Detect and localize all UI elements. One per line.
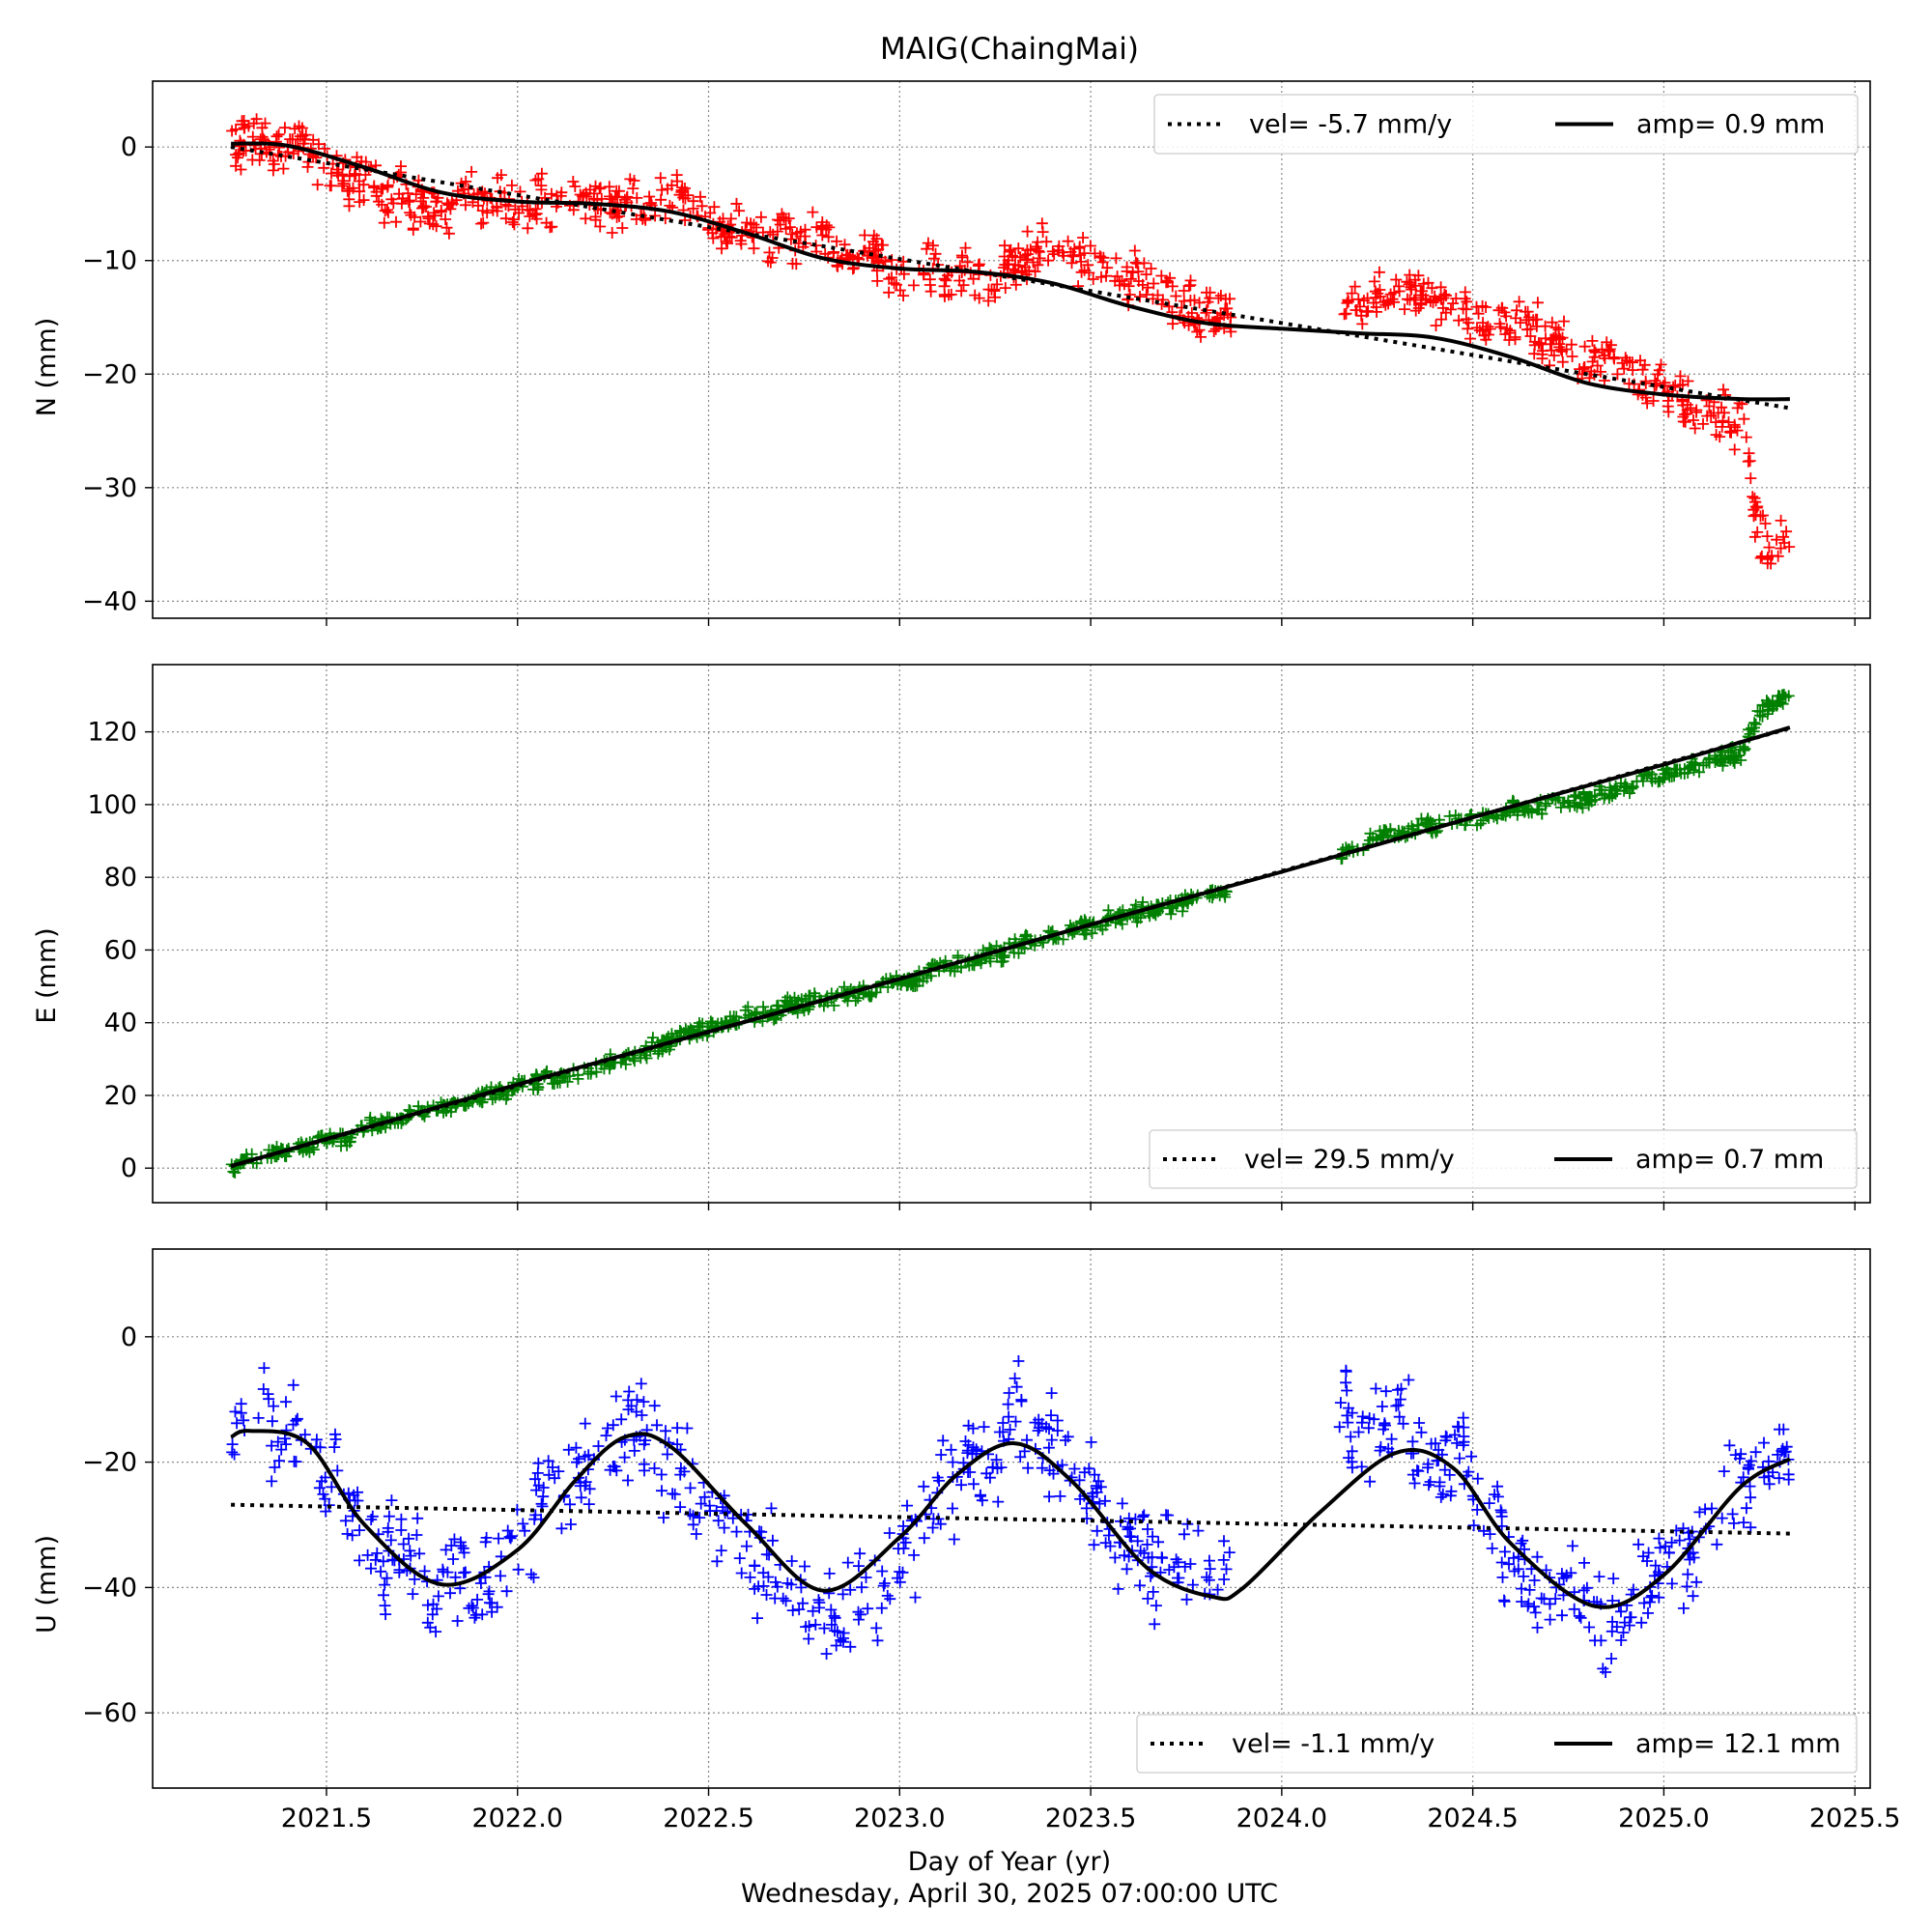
panel-north: N (mm) 0 −10 −20 −30 −40 vel= -5.7 mm/y amp=… <box>32 80 1871 626</box>
seasonal-fit-line <box>231 141 1790 402</box>
legend-velocity-label: vel= 29.5 mm/y <box>1244 1145 1455 1175</box>
x-tick-label: 2025.0 <box>1618 1804 1709 1833</box>
y-tick-label: 0 <box>121 132 137 162</box>
y-tick-label: 0 <box>121 1322 137 1352</box>
x-tick-label: 2024.5 <box>1427 1804 1518 1833</box>
y-tick-label: 20 <box>104 1081 137 1111</box>
panel-up: U (mm) 0 −20 −40 −60 2021.5 2022.0 2022.5 2023.… <box>32 1248 1900 1833</box>
legend-box <box>1136 1714 1858 1774</box>
y-tick-label: 100 <box>87 790 137 820</box>
x-tick-label: 2023.0 <box>854 1804 945 1833</box>
x-tick-label: 2022.5 <box>663 1804 753 1833</box>
y-tick-label: 120 <box>87 718 137 748</box>
data-point-markers <box>225 689 1795 1179</box>
y-axis-label-north: N (mm) <box>32 318 62 416</box>
timestamp-footer: Wednesday, April 30, 2025 07:00:00 UTC <box>741 1879 1278 1909</box>
y-tick-label: −10 <box>82 246 137 276</box>
x-axis-label: Day of Year (yr) <box>908 1847 1111 1877</box>
y-axis-label-east: E (mm) <box>32 927 62 1023</box>
y-tick-label: 0 <box>121 1153 137 1183</box>
plot-frame <box>152 1248 1871 1789</box>
y-tick-label: −40 <box>82 1573 137 1603</box>
plot-frame <box>152 80 1871 619</box>
y-tick-label: −20 <box>82 1448 137 1478</box>
legend-amplitude-label: amp= 0.9 mm <box>1636 110 1825 140</box>
panel-east: E (mm) 0 20 40 60 80 100 120 vel= 29.5 mm/y am… <box>32 664 1871 1210</box>
data-point-markers <box>226 113 1796 570</box>
legend-velocity-label: vel= -5.7 mm/y <box>1249 110 1452 140</box>
x-tick-label: 2023.5 <box>1045 1804 1136 1833</box>
plot-frame <box>152 664 1871 1204</box>
y-tick-label: 60 <box>104 935 137 965</box>
legend-amplitude-label: amp= 12.1 mm <box>1635 1729 1841 1759</box>
legend-north: vel= -5.7 mm/y amp= 0.9 mm <box>1153 94 1859 155</box>
data-point-markers <box>226 1355 1795 1678</box>
x-tick-label: 2024.0 <box>1236 1804 1327 1833</box>
legend-velocity-label: vel= -1.1 mm/y <box>1232 1729 1435 1759</box>
legend-box <box>1149 1129 1858 1189</box>
seasonal-fit-line <box>230 1429 1791 1609</box>
seasonal-fit-line <box>230 725 1791 1168</box>
velocity-fit-line <box>231 1502 1790 1536</box>
legend-up: vel= -1.1 mm/y amp= 12.1 mm <box>1136 1714 1858 1774</box>
x-tick-label: 2022.0 <box>472 1804 563 1833</box>
legend-east: vel= 29.5 mm/y amp= 0.7 mm <box>1149 1129 1858 1189</box>
chart-title: MAIG(ChaingMai) <box>880 32 1139 67</box>
x-tick-label: 2025.5 <box>1809 1804 1900 1833</box>
legend-amplitude-label: amp= 0.7 mm <box>1635 1145 1824 1175</box>
y-tick-label: −40 <box>82 586 137 616</box>
y-tick-label: −60 <box>82 1698 137 1728</box>
y-tick-label: −20 <box>82 359 137 389</box>
y-axis-label-up: U (mm) <box>32 1535 62 1634</box>
y-tick-label: 80 <box>104 863 137 893</box>
x-tick-label: 2021.5 <box>281 1804 372 1833</box>
y-tick-label: −30 <box>82 473 137 503</box>
legend-box <box>1153 94 1859 155</box>
y-tick-label: 40 <box>104 1009 137 1038</box>
